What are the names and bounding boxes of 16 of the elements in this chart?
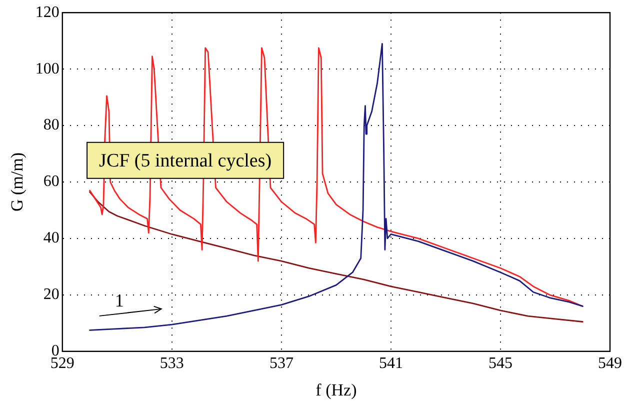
y-tick-label: 20 — [43, 286, 60, 304]
x-tick-label: 541 — [378, 355, 403, 372]
x-axis-title: f (Hz) — [316, 380, 357, 400]
x-tick-label: 545 — [488, 355, 512, 372]
x-tick-label: 529 — [50, 355, 74, 372]
y-axis-title: G (m/m) — [8, 152, 27, 212]
x-tick-label: 533 — [160, 355, 184, 372]
annotation: JCF (5 internal cycles) — [99, 150, 272, 172]
x-tick-label: 549 — [598, 355, 622, 372]
annotation: 1 — [114, 290, 124, 311]
y-tick-label: 60 — [43, 173, 60, 190]
x-tick-label: 537 — [269, 355, 294, 372]
y-tick-label: 80 — [43, 116, 60, 134]
y-tick-label: 40 — [43, 230, 60, 247]
y-tick-label: 100 — [35, 60, 60, 78]
y-tick-label: 120 — [35, 4, 60, 21]
